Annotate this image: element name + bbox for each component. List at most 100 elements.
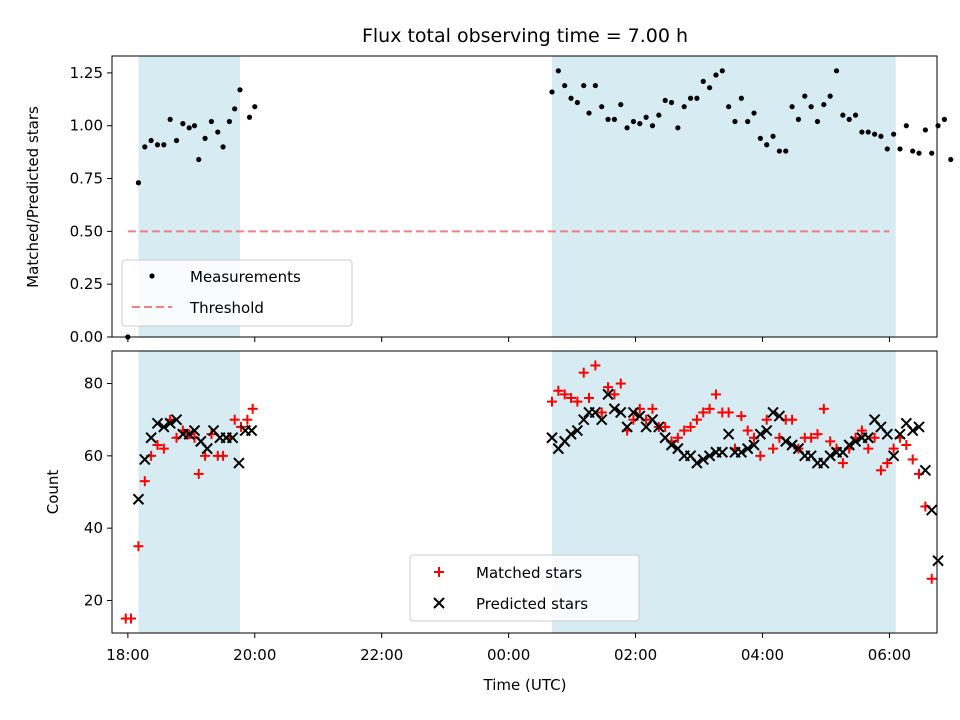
predicted-star-point [722,428,735,440]
predicted-star-point [697,453,709,466]
predicted-star-point [602,388,614,401]
measurement-point [865,129,871,135]
measurement-point [808,104,814,110]
measurement-point [827,93,833,99]
measurement-point [802,93,808,99]
predicted-star-point [571,424,584,437]
bottom-y-axis-label: Count [44,470,62,515]
matched-star-points [120,360,937,624]
measurement-point [142,144,148,150]
measurement-point [732,118,738,125]
matched-star-point [584,393,595,403]
matched-star-point [761,414,772,425]
predicted-star-point [546,432,558,444]
predicted-star-point [786,439,798,451]
measurement-point [605,116,611,122]
measurement-point [191,123,198,129]
predicted-star-point [226,432,239,444]
measurement-point [196,156,202,163]
matched-star-point [133,541,144,552]
measurement-point [148,137,154,144]
predicted-star-point [735,446,748,458]
top-y-tick-label: 0.50 [70,222,103,240]
measurement-point [859,129,865,135]
measurement-point [916,150,922,156]
matched-star-point [742,425,753,436]
measurement-point [215,129,221,135]
x-tick-label: 06:00 [868,646,911,664]
matched-star-point [882,458,893,469]
top-panel: 0.00 0.25 0.50 0.75 1.00 1.25 Matched/Predict… [24,55,954,346]
measurement-point [662,97,668,103]
predicted-star-point [596,413,608,426]
measurement-point [630,118,637,125]
predicted-star-point [132,493,145,505]
measurement-point [852,112,859,118]
predicted-star-point [627,406,640,419]
predicted-star-point [926,504,938,516]
measurement-point [167,116,173,122]
matched-star-point [710,389,721,400]
measurement-point [237,87,243,93]
matched-star-point [553,385,564,396]
matched-star-point [547,396,557,407]
bottom-legend-box [409,554,640,622]
matched-star-point [615,378,626,389]
bottom-y-tick-label: 60 [84,447,103,465]
matched-star-point [609,389,620,400]
predicted-star-point [691,457,703,469]
predicted-star-point [748,439,760,451]
x-tick-label: 00:00 [487,646,530,664]
measurement-point [549,89,555,95]
measurement-point [776,148,783,154]
predicted-star-point [716,446,728,458]
predicted-star-point [862,432,874,444]
predicted-star-points [132,388,944,567]
predicted-star-point [754,428,767,440]
predicted-star-point [158,421,170,433]
measurement-point [751,110,757,116]
measurement-point [910,148,916,154]
measurement-point [783,148,789,154]
measurement-point [903,123,909,129]
measurement-point [592,82,598,89]
top-x-ticks [127,337,890,342]
measurement-point [649,123,656,129]
measurement-point [154,142,161,148]
measurement-point [220,144,226,150]
matched-star-point [647,403,658,414]
bottom-legend: Matched stars Predicted stars [409,554,640,622]
matched-star-point [247,403,258,414]
measurement-point [246,114,253,120]
bottom-y-tick-label: 20 [84,591,103,609]
measurement-point [757,135,763,141]
matched-star-point [126,613,137,624]
measurement-point [764,142,770,148]
measurement-points [125,68,954,340]
predicted-star-point [881,428,893,440]
matched-star-point [736,411,747,422]
predicted-star-point [608,403,621,415]
measurement-point [770,133,776,139]
matched-star-point [704,403,715,414]
matched-star-point [559,389,570,400]
matched-star-point [755,450,766,461]
measurement-point [941,116,948,122]
measurement-point [922,127,928,133]
matched-star-point [158,443,169,454]
predicted-star-point [578,413,590,426]
top-shaded-region [552,56,896,337]
top-y-tick-label: 0.00 [70,328,103,346]
matched-star-point [768,443,779,454]
top-shaded-regions [138,56,896,337]
x-tick-label: 04:00 [741,646,784,664]
matched-star-point [837,458,848,469]
measurement-point [611,116,618,122]
measurement-point [700,78,706,84]
bottom-y-tick-label: 40 [84,519,103,537]
measurement-point [624,125,630,131]
matched-star-point [875,465,886,476]
measurement-point [161,142,167,148]
top-y-tick-label: 0.25 [70,275,103,293]
legend-predicted-label: Predicted stars [476,595,588,613]
